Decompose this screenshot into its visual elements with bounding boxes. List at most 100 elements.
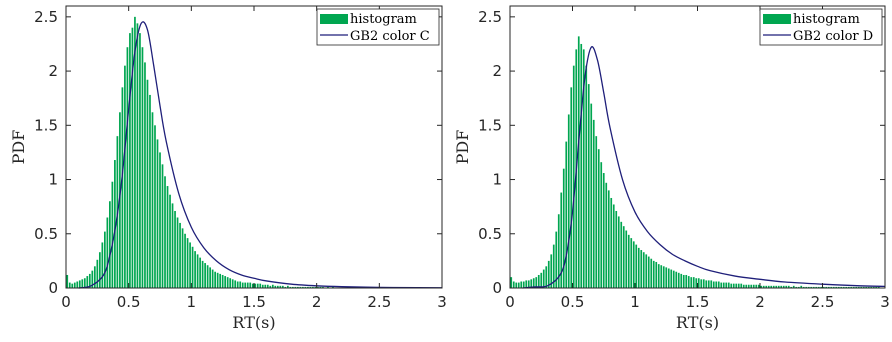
right-histogram-bar xyxy=(545,266,548,288)
right-histogram-bar xyxy=(617,216,620,288)
left-histogram-bar xyxy=(241,282,244,288)
left-histogram-bar xyxy=(136,23,139,288)
right-histogram-bar xyxy=(732,283,735,288)
right-histogram-bar xyxy=(695,278,698,288)
left-histogram-bar xyxy=(126,47,129,288)
left-histogram-bar xyxy=(166,186,169,288)
right-histogram-bar xyxy=(777,285,780,288)
left-histogram-bar xyxy=(179,222,181,288)
left-histogram-bar xyxy=(161,164,164,288)
left-histogram-bar xyxy=(264,284,267,288)
left-histogram-bar xyxy=(196,254,199,288)
right-histogram-bar xyxy=(867,286,870,288)
chart-right: 0 0.5 1 1.5 2 2.5 3 0 0.5 1 1.5 2 2.5 RT(s) PDF hist… xyxy=(453,5,890,332)
right-x-tick-label: 0.5 xyxy=(561,293,585,311)
left-histogram-bar xyxy=(189,242,191,288)
right-histogram-bar xyxy=(645,254,648,288)
left-histogram-bar xyxy=(151,112,154,288)
left-histogram-bar xyxy=(73,282,76,288)
left-histogram-bar xyxy=(284,286,287,288)
left-histogram-bar xyxy=(156,139,159,288)
right-histogram-bar xyxy=(790,286,793,288)
right-histogram-bar xyxy=(635,244,638,288)
right-histogram-bar xyxy=(560,192,563,288)
right-histogram-bar xyxy=(595,136,598,288)
left-histogram-bar xyxy=(244,282,247,288)
right-histogram-bar xyxy=(525,280,528,288)
right-histogram-bar xyxy=(792,285,795,288)
right-histogram-bar xyxy=(652,260,655,288)
right-histogram-bar xyxy=(557,214,560,288)
left-histogram-bar xyxy=(201,260,204,288)
right-histogram-bar xyxy=(795,286,798,288)
left-x-tick-label: 0.5 xyxy=(117,293,141,311)
left-histogram-bar xyxy=(134,16,136,288)
right-histogram-bar xyxy=(767,285,770,288)
right-histogram-bar xyxy=(842,286,845,288)
right-histogram-bar xyxy=(845,286,848,288)
right-histogram-bar xyxy=(607,190,610,288)
right-histogram-bar xyxy=(827,286,830,288)
right-histogram-bar xyxy=(615,210,618,288)
left-histogram-bar xyxy=(81,279,84,288)
left-histogram-bar xyxy=(164,176,166,288)
right-histogram-bar xyxy=(577,36,580,289)
right-y-tick-label: 1.5 xyxy=(478,116,502,134)
right-histogram-bar xyxy=(682,274,685,288)
right-histogram-bar xyxy=(580,43,583,289)
left-histogram-bar xyxy=(109,201,111,288)
right-x-tick-label: 1.5 xyxy=(686,293,710,311)
right-histogram-bar xyxy=(592,119,595,288)
right-histogram-bar xyxy=(612,204,615,288)
right-y-tick-label: 0 xyxy=(492,279,502,297)
left-histogram-bar xyxy=(124,65,126,289)
right-ticks: 0 0.5 1 1.5 2 2.5 3 0 0.5 1 1.5 2 2.5 xyxy=(478,6,890,311)
left-histogram-bar xyxy=(229,278,232,288)
right-histogram-bar xyxy=(677,272,680,288)
left-ticks: 0 0.5 1 1.5 2 2.5 3 0 0.5 1 1.5 2 2.5 xyxy=(34,6,447,311)
right-histogram-bar xyxy=(660,265,663,288)
right-histogram-bar xyxy=(855,286,858,288)
left-histogram-bar xyxy=(98,252,101,288)
right-histogram-bar xyxy=(610,197,613,288)
left-histogram-bar xyxy=(281,285,284,288)
left-legend-label-curve: GB2 color C xyxy=(350,29,430,44)
right-histogram-bar xyxy=(725,282,728,288)
right-histogram-bar xyxy=(572,65,575,289)
right-histogram-bar xyxy=(747,284,750,288)
left-histogram-bar xyxy=(246,282,249,288)
right-legend-label-curve: GB2 color D xyxy=(793,29,873,44)
left-histogram-bar xyxy=(184,233,186,288)
left-histogram-bar xyxy=(176,217,179,288)
left-histogram-bar xyxy=(206,265,209,288)
left-histogram-bar xyxy=(129,33,131,289)
right-histogram-bar xyxy=(720,282,723,288)
right-histogram-bar xyxy=(600,162,603,288)
left-histogram-bar xyxy=(101,242,104,288)
left-histogram-bar xyxy=(226,277,229,288)
right-histogram-bar xyxy=(737,283,740,288)
right-histogram-bar xyxy=(875,286,878,288)
right-histogram-bar xyxy=(622,226,625,288)
right-gb2-curve xyxy=(522,46,886,289)
right-histogram-bar xyxy=(667,268,670,288)
right-histogram-bar xyxy=(742,284,745,288)
left-y-tick-label: 1.5 xyxy=(34,116,58,134)
right-histogram-bar xyxy=(597,149,600,288)
right-histogram-bar xyxy=(857,286,860,288)
right-histogram-bar xyxy=(717,281,720,288)
left-histogram-bar xyxy=(317,286,319,288)
right-histogram-bar xyxy=(752,284,755,288)
left-histogram-bar xyxy=(259,283,262,288)
left-histogram-bar xyxy=(96,259,99,288)
right-histogram-bar xyxy=(535,277,538,288)
right-histogram-bar xyxy=(705,280,708,288)
left-histogram-bar xyxy=(294,286,297,288)
right-histogram-bar xyxy=(517,282,520,288)
left-x-axis-label: RT(s) xyxy=(232,313,275,332)
left-histogram-bar xyxy=(186,238,189,288)
left-histogram-bar xyxy=(276,285,279,288)
right-histogram-bar xyxy=(712,281,715,288)
right-histogram-bar xyxy=(802,286,805,288)
